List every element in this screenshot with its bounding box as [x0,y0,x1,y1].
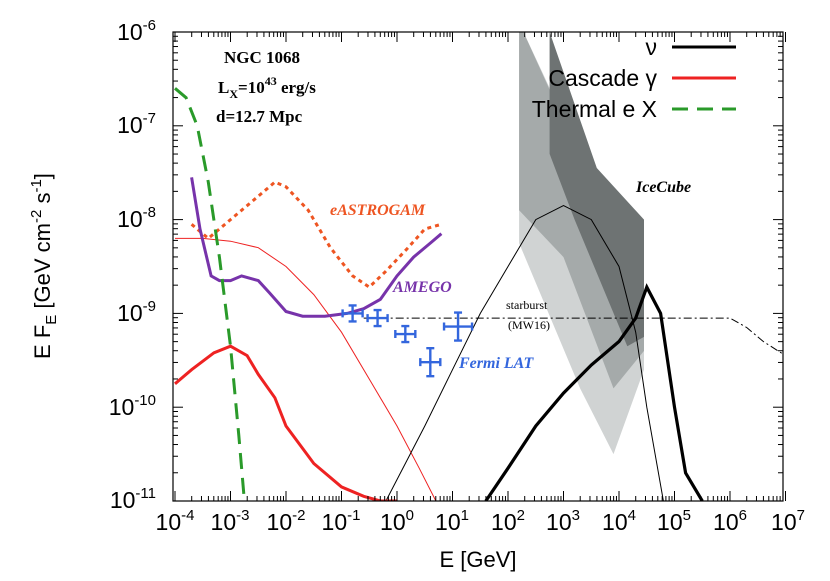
x-tick-label: 10-2 [267,507,306,535]
amego-label: AMEGO [392,279,452,296]
fermi-point [341,304,364,323]
x-tick-label: 103 [546,507,580,535]
fermi-point [419,346,442,378]
fermi-point [394,324,417,344]
eastrogam-sensitivity-line [190,180,442,290]
y-tick-label: 10-11 [110,485,156,513]
x-tick-label: 10-4 [156,507,195,535]
fermi-point [366,308,389,328]
x-tick-label: 101 [435,507,469,535]
neutrino-line [484,283,704,501]
y-tick-label: 10-8 [117,204,156,232]
info-box: NGC 1068 LX=1043 erg/s d=12.7 Mpc [216,48,316,126]
x-tick-label: 104 [602,507,636,535]
starburst-line [363,317,783,355]
y-tick-label: 10-9 [117,298,156,326]
distance: d=12.7 Mpc [216,107,303,126]
fermi-lat-label: Fermi LAT [458,355,534,372]
x-tick-label: 10-3 [211,507,250,535]
cascade-gamma-line [174,344,397,501]
legend-label-thermal: Thermal e X [532,96,657,122]
source-name: NGC 1068 [224,48,300,67]
icecube-label: IceCube [635,179,691,196]
legend-label-neutrino: ν [646,34,658,60]
eastrogam-label: eASTROGAM [330,202,426,219]
y-tick-label: 10-6 [117,17,156,45]
y-tick-label: 10-7 [117,110,156,138]
y-axis-title: E FE [GeV cm-2 s-1] [28,173,60,359]
legend-label-cascade: Cascade γ [548,65,657,91]
fermi-point [442,311,474,342]
cascade-thin-line [175,237,437,501]
x-tick-labels: 10-4 10-3 10-2 10-1 100 101 102 103 104 … [156,507,805,535]
x-tick-label: 100 [380,507,414,535]
x-tick-label: 102 [491,507,525,535]
x-tick-label: 10-1 [322,507,361,535]
plot-frame [172,31,784,502]
amego-sensitivity-line [190,177,443,318]
thermal-x-line [174,87,246,501]
mw16-label: (MW16) [508,318,550,332]
legend: ν Cascade γ Thermal e X [532,34,736,122]
y-tick-label: 10-10 [109,392,156,420]
x-tick-label: 107 [771,507,805,535]
x-axis-title: E [GeV] [439,547,516,572]
x-tick-label: 106 [713,507,747,535]
starburst-label: starburst [506,298,548,312]
axis-ticks [173,31,786,502]
neutrino-thin-line [385,204,664,501]
luminosity: LX=1043 erg/s [218,74,316,101]
icecube-band-dark [549,32,644,347]
fermi-lat-points [341,304,474,378]
y-tick-labels: 10-11 10-10 10-9 10-8 10-7 10-6 [109,17,156,513]
x-tick-label: 105 [657,507,691,535]
